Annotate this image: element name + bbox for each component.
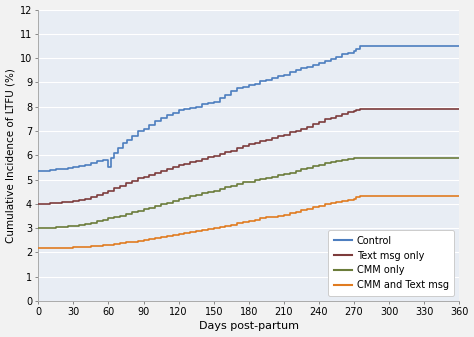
Y-axis label: Cumulative Incidence of LTFU (%): Cumulative Incidence of LTFU (%) [6,68,16,243]
X-axis label: Days post-partum: Days post-partum [199,321,299,332]
Legend: Control, Text msg only, CMM only, CMM and Text msg: Control, Text msg only, CMM only, CMM an… [328,230,455,296]
